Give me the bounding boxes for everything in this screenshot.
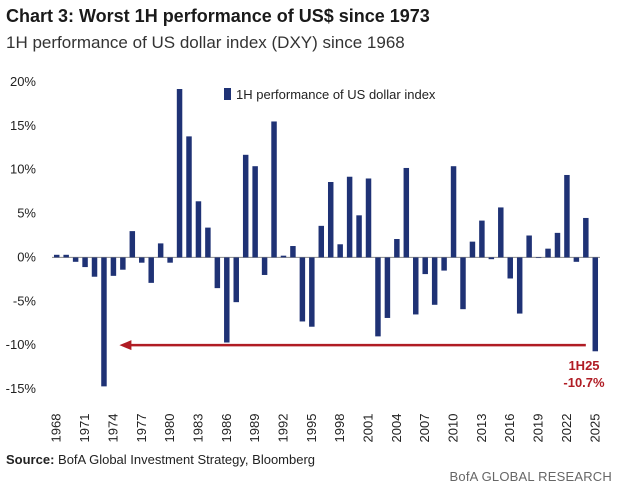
bar (63, 254, 69, 258)
bar (488, 257, 495, 260)
bar (214, 257, 221, 289)
bar (224, 257, 230, 343)
bar (554, 232, 561, 258)
bar (431, 257, 438, 305)
bar (271, 121, 277, 258)
bar (242, 154, 249, 258)
x-tick-label: 1986 (219, 414, 234, 443)
bar (469, 241, 476, 258)
x-tick-label: 1992 (275, 414, 290, 443)
bar (205, 227, 211, 258)
bar (309, 257, 315, 327)
chart-subtitle: 1H performance of US dollar index (DXY) … (6, 33, 405, 52)
x-tick-label: 1968 (49, 414, 64, 443)
x-tick-label: 1980 (162, 414, 177, 443)
bar (82, 257, 88, 268)
bar (384, 257, 391, 318)
bar (233, 257, 239, 303)
x-tick-label: 1983 (190, 414, 205, 443)
bar (564, 174, 570, 258)
bar (139, 257, 145, 263)
x-tick-label: 2010 (446, 414, 461, 443)
x-tick-label: 1974 (105, 414, 120, 443)
y-tick-label: 0% (17, 249, 36, 264)
x-tick-label: 1998 (332, 414, 347, 443)
bar (346, 176, 353, 258)
bar (129, 231, 136, 258)
y-tick-label: 20% (10, 74, 36, 89)
x-tick-label: 2022 (559, 414, 574, 443)
y-tick-label: 15% (10, 118, 36, 133)
bar (545, 248, 551, 258)
bar (252, 166, 258, 258)
bar (413, 257, 419, 315)
bar (167, 257, 173, 263)
bar (195, 201, 202, 258)
y-tick-label: -15% (6, 381, 37, 396)
bar (110, 257, 117, 276)
x-tick-label: 1989 (247, 414, 262, 443)
legend-label: 1H performance of US dollar index (236, 87, 436, 102)
bar (299, 257, 306, 322)
bar (460, 257, 466, 310)
annotation-arrowhead (119, 340, 132, 351)
x-tick-label: 2001 (361, 414, 376, 443)
x-tick-label: 2004 (389, 414, 404, 443)
chart-title: Chart 3: Worst 1H performance of US$ sin… (6, 6, 430, 26)
bar (91, 257, 98, 277)
bar (450, 166, 457, 258)
x-tick-label: 2025 (587, 414, 602, 443)
x-tick-label: 2019 (531, 414, 546, 443)
x-tick-label: 2013 (474, 414, 489, 443)
bar (186, 136, 192, 258)
x-tick-label: 1971 (77, 414, 92, 443)
bar (375, 257, 381, 337)
annotation-label: 1H25 (568, 358, 599, 373)
bar (479, 220, 485, 258)
bar (337, 244, 343, 258)
bar (394, 239, 400, 258)
bar (53, 254, 60, 258)
bar (280, 255, 287, 258)
bar (290, 246, 296, 258)
bar (365, 178, 372, 258)
bar (356, 215, 362, 258)
bar (318, 225, 325, 258)
bar (516, 257, 523, 314)
source-note: Source: BofA Global Investment Strategy,… (6, 452, 315, 467)
bar (422, 257, 428, 275)
bar (72, 257, 79, 262)
bar (507, 257, 513, 279)
bar (526, 235, 532, 258)
bar (441, 257, 447, 271)
bar (573, 257, 580, 262)
bar (176, 89, 183, 258)
brand-footer: BofA GLOBAL RESEARCH (449, 469, 612, 484)
bar (498, 207, 504, 258)
x-tick-label: 1977 (134, 414, 149, 443)
bar (403, 167, 410, 258)
bar (157, 243, 164, 258)
y-tick-label: 5% (17, 206, 36, 221)
y-tick-label: -10% (6, 337, 37, 352)
bar (592, 257, 599, 352)
x-tick-label: 1995 (304, 414, 319, 443)
bar (148, 257, 154, 283)
bar (327, 181, 334, 258)
x-tick-label: 2007 (417, 414, 432, 443)
bar (583, 217, 589, 258)
x-tick-label: 2016 (502, 414, 517, 443)
bar (261, 257, 268, 275)
annotation-value: -10.7% (563, 375, 605, 390)
bar (535, 257, 542, 259)
legend-swatch (224, 88, 231, 100)
source-text: BofA Global Investment Strategy, Bloombe… (54, 452, 316, 467)
bar (101, 257, 107, 387)
y-tick-label: -5% (13, 293, 37, 308)
source-label: Source: (6, 452, 55, 467)
y-tick-label: 10% (10, 162, 36, 177)
bar (120, 257, 126, 270)
